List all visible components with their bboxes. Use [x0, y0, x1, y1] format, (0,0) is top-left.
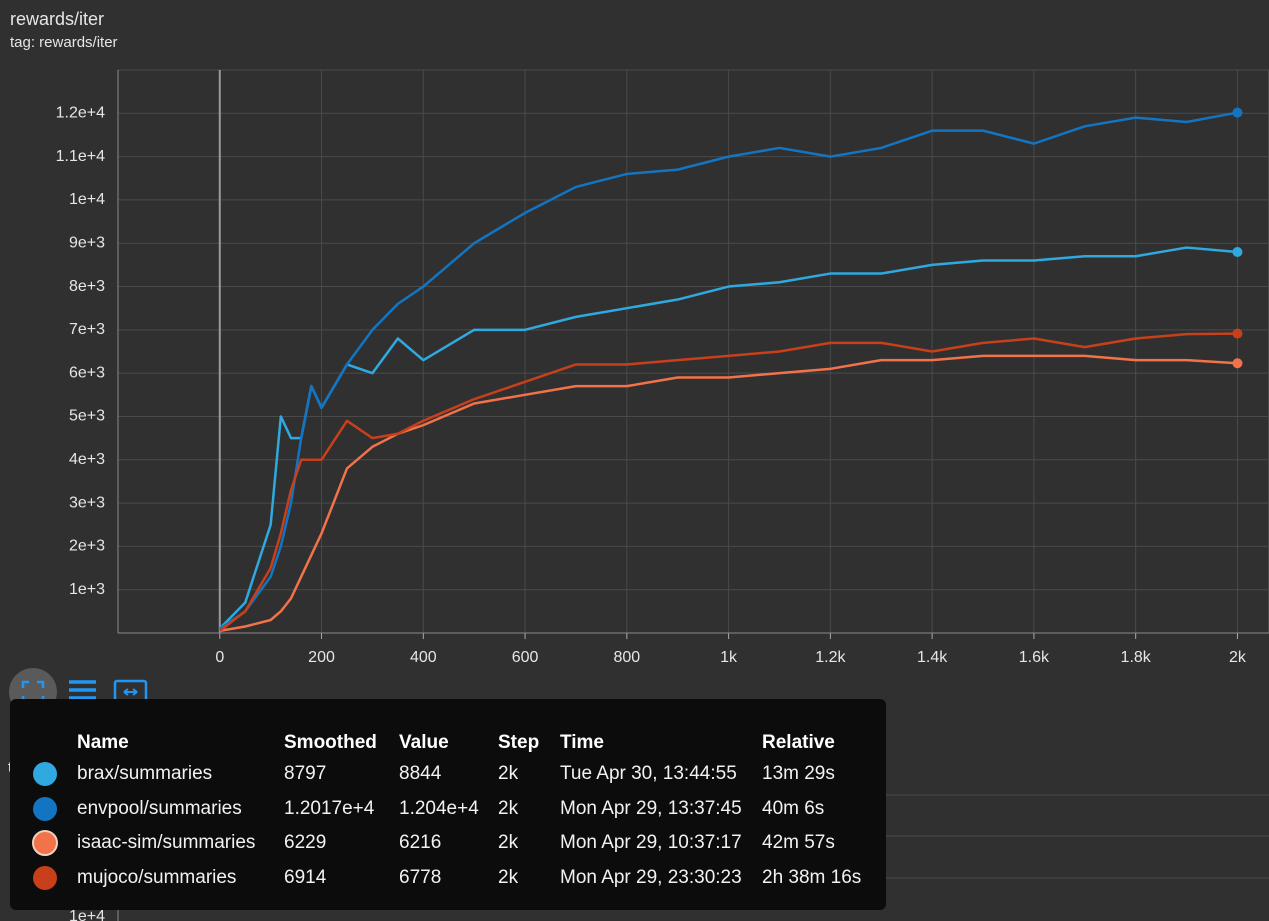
end-point — [1232, 358, 1243, 369]
tooltip: Name Smoothed Value Step Time Relative brax/su… — [10, 699, 886, 910]
fullscreen-icon[interactable] — [21, 680, 45, 704]
series-line — [219, 332, 1238, 632]
chart-title: rewards/iter — [10, 9, 104, 29]
x-tick-label: 2k — [1229, 649, 1247, 666]
y-tick-label: 1.1e+4 — [56, 148, 105, 165]
tooltip-cell: mujoco/summaries — [77, 867, 236, 888]
x-tick-label: 600 — [512, 649, 539, 666]
series-swatch — [33, 762, 57, 786]
y-tick-label: 8e+3 — [69, 278, 105, 295]
x-tick-label: 1.6k — [1019, 649, 1050, 666]
tooltip-cell: 42m 57s — [762, 832, 835, 853]
x-tick-label: 1.8k — [1121, 649, 1152, 666]
tooltip-cell: 6216 — [399, 832, 441, 853]
series-swatch — [33, 866, 57, 890]
x-tick-label: 800 — [613, 649, 640, 666]
series-swatch — [33, 797, 57, 821]
end-point — [1232, 247, 1243, 258]
x-tick-label: 1.4k — [917, 649, 948, 666]
end-point — [1232, 107, 1243, 118]
y-tick-label: 9e+3 — [69, 234, 105, 251]
y-tick-label: 7e+3 — [69, 321, 105, 338]
x-tick-label: 1k — [720, 649, 738, 666]
tooltip-cell: 2k — [498, 832, 519, 853]
table-icon[interactable] — [69, 680, 96, 707]
panel-tick-label: 1e+4 — [69, 908, 105, 921]
tooltip-cell: 8844 — [399, 763, 442, 784]
tooltip-bg — [10, 699, 886, 910]
tooltip-cell: 6229 — [284, 832, 326, 853]
y-tick-label: 1e+3 — [69, 581, 105, 598]
tooltip-cell: Mon Apr 29, 13:37:45 — [560, 798, 742, 819]
tooltip-header: Relative — [762, 732, 835, 753]
tooltip-cell: 6778 — [399, 867, 441, 888]
y-tick-label: 4e+3 — [69, 451, 105, 468]
tooltip-header: Time — [560, 732, 604, 753]
tooltip-cell: 2k — [498, 867, 519, 888]
tooltip-cell: Tue Apr 30, 13:44:55 — [560, 763, 737, 784]
tooltip-cell: 2h 38m 16s — [762, 867, 861, 888]
tooltip-cell: brax/summaries — [77, 763, 212, 784]
tooltip-cell: 6914 — [284, 867, 327, 888]
x-tick-label: 400 — [410, 649, 437, 666]
tooltip-header: Smoothed — [284, 732, 377, 753]
plot: 1e+3 2e+3 3e+3 4e+3 5e+3 6e+3 7e+3 8e+3 9e+3 1e+4… — [56, 69, 1269, 666]
tooltip-header: Value — [399, 732, 449, 753]
tooltip-header: Name — [77, 732, 129, 753]
chart-subtitle: tag: rewards/iter — [10, 34, 118, 51]
series-line — [219, 111, 1238, 630]
tooltip-cell: Mon Apr 29, 23:30:23 — [560, 867, 742, 888]
tooltip-cell: 1.204e+4 — [399, 798, 479, 819]
end-point — [1232, 328, 1243, 339]
series-swatch — [32, 830, 58, 856]
y-tick-label: 5e+3 — [69, 408, 105, 425]
tooltip-cell: isaac-sim/summaries — [77, 832, 255, 853]
y-tick-label: 6e+3 — [69, 364, 105, 381]
tooltip-cell: 1.2017e+4 — [284, 798, 375, 819]
tooltip-cell: 8797 — [284, 763, 326, 784]
x-tick-label: 0 — [215, 649, 224, 666]
x-tick-label: 1.2k — [815, 649, 846, 666]
fit-arrows — [123, 688, 138, 696]
series-line — [218, 246, 1238, 630]
tooltip-cell: 40m 6s — [762, 798, 824, 819]
y-tick-label: 1e+4 — [69, 191, 105, 208]
tooltip-cell: 13m 29s — [762, 763, 835, 784]
tooltip-header: Step — [498, 732, 539, 753]
tooltip-cell: Mon Apr 29, 10:37:17 — [560, 832, 742, 853]
tooltip-cell: envpool/summaries — [77, 798, 242, 819]
series-line — [219, 354, 1238, 633]
tooltip-cell: 2k — [498, 798, 519, 819]
y-tick-label: 2e+3 — [69, 538, 105, 555]
tooltip-cell: 2k — [498, 763, 519, 784]
y-tick-label: 3e+3 — [69, 494, 105, 511]
y-tick-label: 1.2e+4 — [56, 105, 105, 122]
x-tick-label: 200 — [308, 649, 335, 666]
